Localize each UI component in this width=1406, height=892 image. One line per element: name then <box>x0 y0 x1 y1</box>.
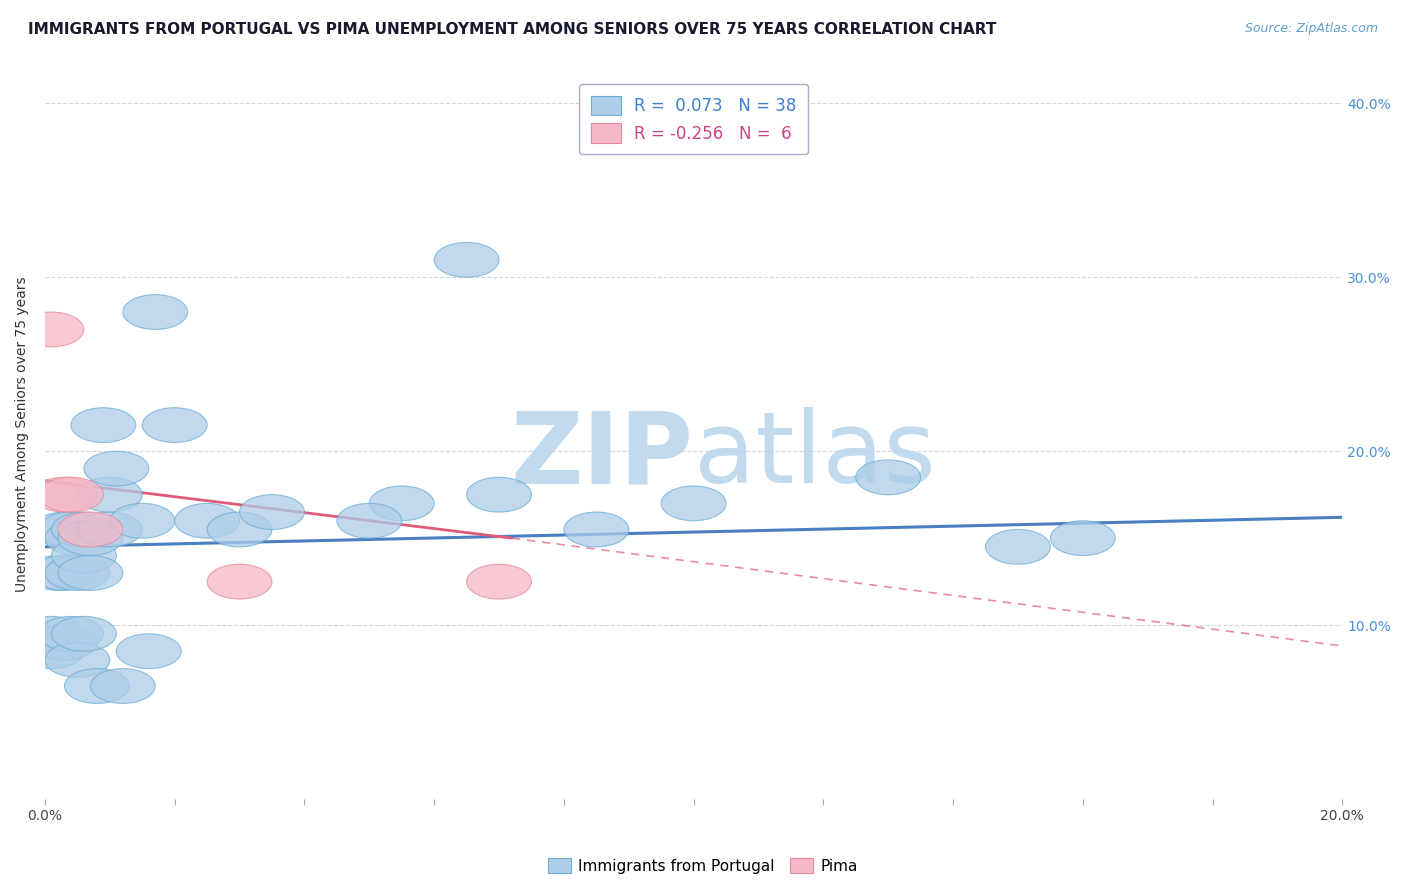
Ellipse shape <box>45 556 110 591</box>
Ellipse shape <box>84 451 149 486</box>
Ellipse shape <box>370 486 434 521</box>
Text: atlas: atlas <box>693 408 935 504</box>
Ellipse shape <box>337 503 402 538</box>
Ellipse shape <box>32 477 97 512</box>
Ellipse shape <box>467 477 531 512</box>
Ellipse shape <box>1050 521 1115 556</box>
Text: ZIP: ZIP <box>510 408 693 504</box>
Text: Source: ZipAtlas.com: Source: ZipAtlas.com <box>1244 22 1378 36</box>
Ellipse shape <box>70 408 136 442</box>
Ellipse shape <box>207 565 271 599</box>
Ellipse shape <box>434 243 499 277</box>
Ellipse shape <box>58 521 122 556</box>
Text: IMMIGRANTS FROM PORTUGAL VS PIMA UNEMPLOYMENT AMONG SENIORS OVER 75 YEARS CORREL: IMMIGRANTS FROM PORTUGAL VS PIMA UNEMPLO… <box>28 22 997 37</box>
Ellipse shape <box>32 625 97 660</box>
Ellipse shape <box>20 616 84 651</box>
Ellipse shape <box>32 556 97 591</box>
Ellipse shape <box>174 503 239 538</box>
Ellipse shape <box>20 312 84 347</box>
Ellipse shape <box>661 486 725 521</box>
Ellipse shape <box>239 495 305 530</box>
Ellipse shape <box>38 616 104 651</box>
Ellipse shape <box>38 477 104 512</box>
Y-axis label: Unemployment Among Seniors over 75 years: Unemployment Among Seniors over 75 years <box>15 276 30 591</box>
Ellipse shape <box>52 512 117 547</box>
Ellipse shape <box>207 512 271 547</box>
Ellipse shape <box>58 556 122 591</box>
Ellipse shape <box>986 530 1050 565</box>
Ellipse shape <box>38 512 104 547</box>
Ellipse shape <box>52 538 117 573</box>
Ellipse shape <box>32 512 97 547</box>
Ellipse shape <box>467 565 531 599</box>
Ellipse shape <box>122 294 187 329</box>
Ellipse shape <box>65 669 129 704</box>
Ellipse shape <box>142 408 207 442</box>
Ellipse shape <box>20 634 84 669</box>
Legend: R =  0.073   N = 38, R = -0.256   N =  6: R = 0.073 N = 38, R = -0.256 N = 6 <box>579 84 808 154</box>
Ellipse shape <box>110 503 174 538</box>
Ellipse shape <box>45 521 110 556</box>
Ellipse shape <box>25 556 90 591</box>
Ellipse shape <box>564 512 628 547</box>
Ellipse shape <box>90 669 155 704</box>
Ellipse shape <box>856 460 921 495</box>
Ellipse shape <box>77 512 142 547</box>
Ellipse shape <box>117 634 181 669</box>
Ellipse shape <box>45 642 110 677</box>
Legend: Immigrants from Portugal, Pima: Immigrants from Portugal, Pima <box>541 852 865 880</box>
Ellipse shape <box>58 512 122 547</box>
Ellipse shape <box>77 477 142 512</box>
Ellipse shape <box>52 616 117 651</box>
